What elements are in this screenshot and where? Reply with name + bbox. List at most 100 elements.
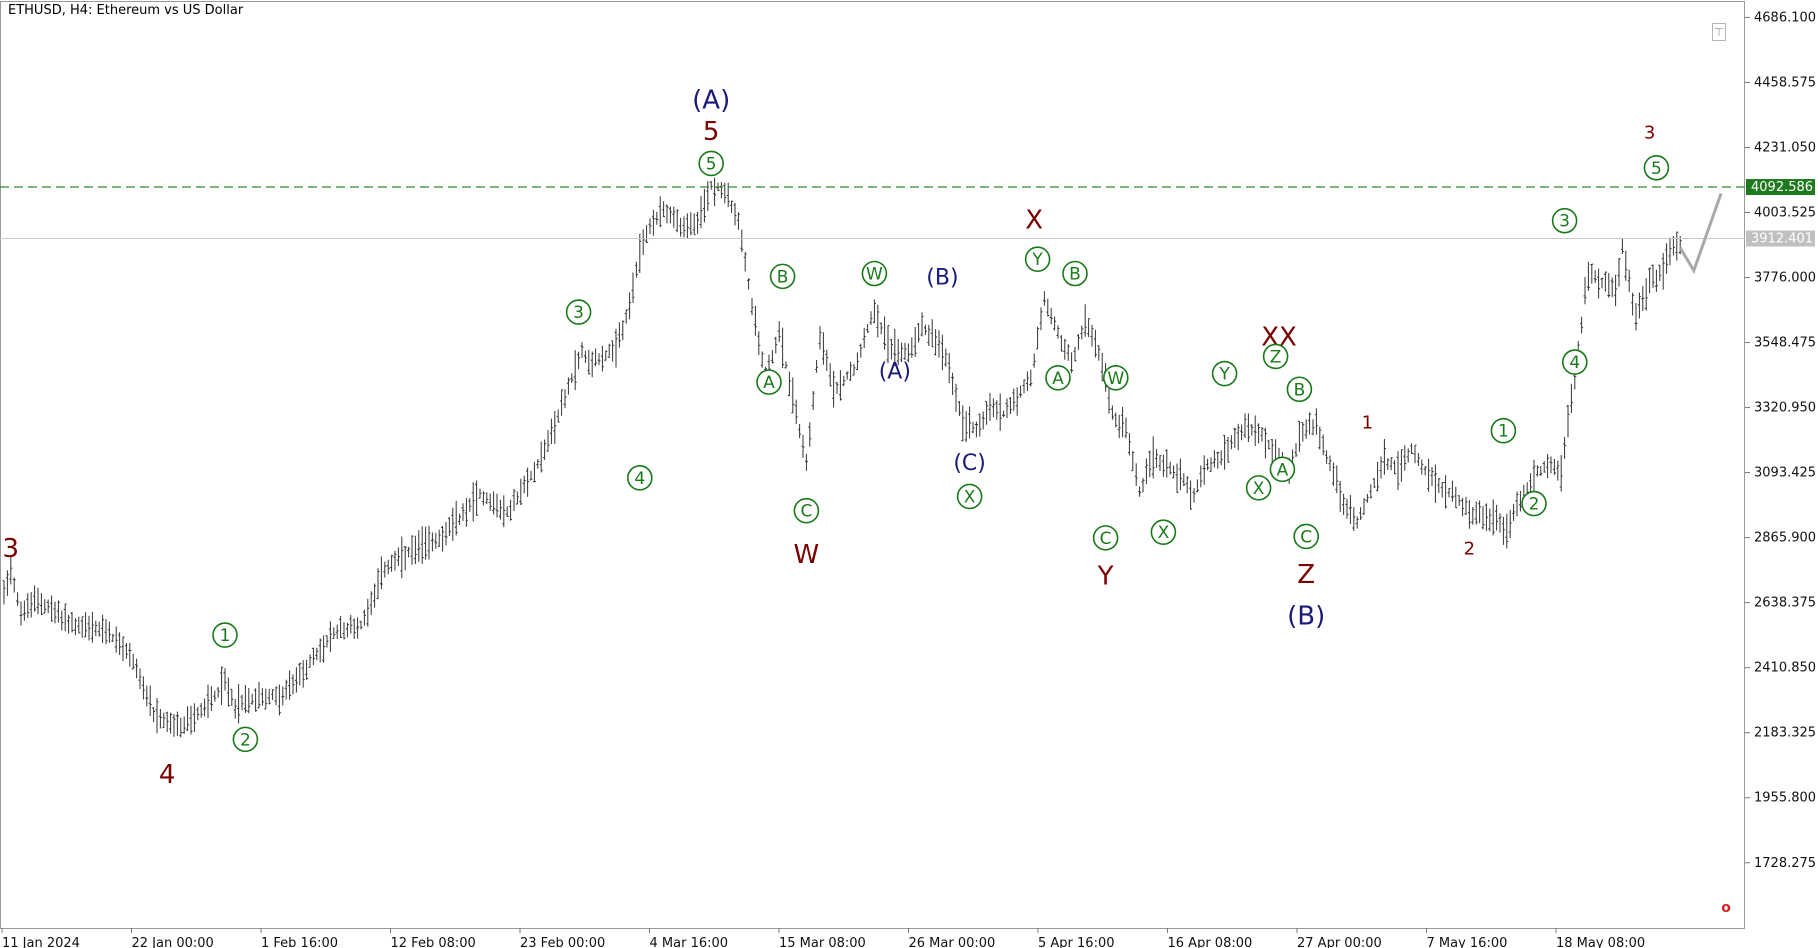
price-bar xyxy=(1600,277,1604,289)
price-bar xyxy=(1532,459,1536,494)
price-bar xyxy=(22,600,26,621)
price-bar xyxy=(386,559,390,575)
price-bar xyxy=(1049,307,1053,325)
close-icon[interactable]: o xyxy=(1721,900,1731,916)
price-bar xyxy=(1586,261,1590,291)
price-bar xyxy=(1202,455,1206,485)
price-bar xyxy=(747,278,751,290)
price-bar xyxy=(804,453,808,471)
price-bar xyxy=(475,480,479,516)
price-bar xyxy=(825,349,829,371)
svg-text:Y: Y xyxy=(1031,250,1043,270)
price-bar xyxy=(1678,236,1682,255)
price-bar xyxy=(1481,506,1485,530)
x-tick-label: 5 Apr 16:00 xyxy=(1038,936,1115,948)
price-bar xyxy=(883,316,887,350)
price-bar xyxy=(818,326,822,350)
price-bar xyxy=(1093,329,1097,358)
price-bar xyxy=(1641,286,1645,311)
price-bar xyxy=(1144,458,1148,484)
y-tick-label: 2638.375 xyxy=(1754,596,1816,611)
price-bar xyxy=(957,400,961,416)
price-bar xyxy=(1501,516,1505,545)
price-bar xyxy=(1359,507,1363,520)
price-bar xyxy=(1365,493,1369,503)
price-bar xyxy=(961,405,965,442)
price-bar xyxy=(366,598,370,627)
price-bar xyxy=(1216,451,1220,469)
svg-text:5: 5 xyxy=(1651,159,1662,179)
wave-label: 3 xyxy=(1644,123,1655,144)
chart-shift-button[interactable]: ⊤ xyxy=(1712,23,1726,41)
price-bar xyxy=(1552,458,1556,475)
price-bar xyxy=(651,209,655,236)
price-bar xyxy=(855,352,859,371)
price-bar xyxy=(879,322,883,335)
price-bar xyxy=(1406,448,1410,463)
price-bar xyxy=(172,714,176,737)
y-tick-label: 4003.525 xyxy=(1754,205,1816,220)
price-bar xyxy=(271,689,275,701)
price-bar xyxy=(634,261,638,278)
price-bar xyxy=(94,620,98,637)
price-bar xyxy=(1478,500,1482,524)
price-bar xyxy=(73,618,77,636)
price-bar xyxy=(1042,291,1046,306)
price-bar xyxy=(158,708,162,729)
price-bar xyxy=(1338,480,1342,512)
y-tick-label: 3320.950 xyxy=(1754,401,1816,416)
price-bar xyxy=(968,406,972,439)
price-bar xyxy=(1331,462,1335,487)
price-bar xyxy=(1505,513,1509,549)
wave-label-circled: 2 xyxy=(232,726,259,753)
price-bar xyxy=(70,611,74,633)
price-bar xyxy=(1498,513,1502,533)
price-bar xyxy=(1005,398,1009,418)
price-bar xyxy=(247,687,251,714)
price-bar xyxy=(743,251,747,272)
price-bar xyxy=(1148,450,1152,478)
price-bar xyxy=(322,635,326,663)
price-bar xyxy=(611,340,615,362)
price-bar xyxy=(675,209,679,233)
svg-text:A: A xyxy=(763,373,775,393)
x-tick-label: 22 Jan 00:00 xyxy=(132,936,214,948)
price-bar xyxy=(648,218,652,235)
price-bar xyxy=(427,525,431,560)
price-bar xyxy=(19,601,23,626)
price-bar xyxy=(1484,503,1488,532)
price-bar xyxy=(923,324,927,335)
price-bar xyxy=(1515,491,1519,517)
wave-label-circled: B xyxy=(769,263,796,290)
price-bar xyxy=(995,400,999,420)
target-level-label: 4092.586 xyxy=(1751,180,1813,195)
price-bar xyxy=(981,411,985,430)
price-bar xyxy=(1376,461,1380,492)
price-bar xyxy=(815,360,819,373)
wave-label: Z xyxy=(1297,560,1315,590)
svg-text:2: 2 xyxy=(240,730,251,750)
price-bar xyxy=(16,592,20,606)
price-bar xyxy=(349,614,353,634)
price-bar xyxy=(1080,325,1084,340)
price-bar xyxy=(1335,465,1339,494)
price-bar xyxy=(1297,420,1301,452)
price-bar xyxy=(1654,269,1658,292)
wave-label-circled: X xyxy=(1245,475,1272,501)
price-bar xyxy=(288,670,292,700)
price-bar xyxy=(43,599,47,614)
price-bar xyxy=(1124,417,1128,439)
price-bar xyxy=(665,204,669,224)
y-tick-label: 1728.275 xyxy=(1754,856,1816,871)
price-bar xyxy=(903,342,907,361)
price-bar xyxy=(1624,250,1628,281)
current-level-label: 3912.401 xyxy=(1751,232,1813,247)
price-bar xyxy=(1665,243,1669,274)
price-bar xyxy=(502,495,506,528)
price-bar xyxy=(1015,387,1019,416)
price-bar xyxy=(1440,482,1444,498)
price-bar xyxy=(543,439,547,460)
price-bar xyxy=(679,217,683,237)
